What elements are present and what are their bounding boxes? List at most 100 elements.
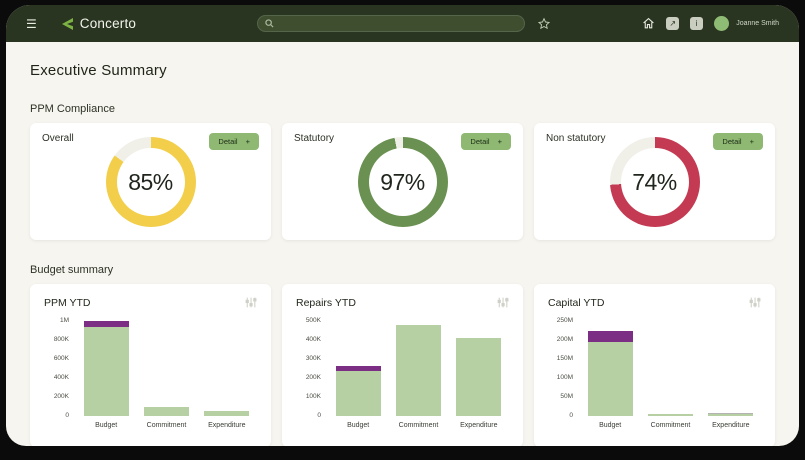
hamburger-menu-icon[interactable]: ☰ (26, 16, 37, 31)
y-axis-tick: 200K (305, 374, 321, 381)
filter-sliders-icon[interactable] (748, 296, 761, 309)
bar-budget (335, 365, 381, 416)
bar-segment-green (204, 410, 250, 416)
bar-column (197, 321, 257, 416)
card-title-overall: Overall (42, 133, 74, 144)
x-axis-label: Expenditure (712, 422, 750, 429)
detail-button-overall[interactable]: Detail + (209, 133, 259, 150)
bar-segment-green (335, 371, 381, 416)
donut-value-non-statutory: 74% (632, 168, 677, 195)
bar-expenditure (708, 413, 754, 416)
bar-segment-grey (708, 413, 754, 415)
y-axis-tick: 100M (556, 374, 573, 381)
card-repairs-ytd: Repairs YTD 0 100K 200K 300K 400K 500K Budget… (282, 284, 523, 446)
donut-hole: 97% (368, 148, 437, 216)
info-badge-icon[interactable]: i (690, 17, 704, 30)
bar-column (701, 321, 761, 416)
plus-icon: + (749, 137, 754, 146)
bar-commitment (143, 407, 189, 416)
bar-column (76, 321, 136, 416)
detail-button-statutory[interactable]: Detail + (461, 133, 511, 150)
donut-hole: 85% (116, 148, 185, 216)
y-axis-tick: 1M (59, 317, 69, 324)
bar-commitment (395, 324, 441, 416)
bar-commitment (647, 414, 693, 416)
y-axis: 0 200K 400K 600K 800K 1M (44, 317, 76, 419)
card-statutory: Statutory Detail + 97% (282, 123, 523, 240)
donut-chart-statutory: 97% (357, 137, 448, 227)
user-name: Joanne Smith (736, 20, 779, 27)
y-axis-tick: 300K (305, 355, 321, 362)
detail-button-label: Detail (470, 137, 490, 146)
y-axis-tick: 400K (53, 374, 69, 381)
bar-chart-repairs-ytd: 0 100K 200K 300K 400K 500K Budget Commitment Ex… (296, 317, 509, 429)
bar-segment-green (456, 338, 502, 416)
x-axis-label: Budget (347, 422, 370, 429)
search-bar[interactable] (257, 15, 526, 32)
page-title: Executive Summary (30, 62, 167, 79)
y-axis-tick: 200K (53, 393, 69, 400)
detail-button-non-statutory[interactable]: Detail + (713, 133, 763, 150)
x-axis-label: Commitment (650, 422, 691, 429)
bar-column (449, 321, 509, 416)
bar-column (640, 321, 700, 416)
bar-segment-purple (83, 321, 129, 327)
x-axis-label: Budget (95, 422, 118, 429)
y-axis-tick: 0 (65, 412, 69, 419)
bar-segment-purple (335, 365, 381, 372)
card-title-non-statutory: Non statutory (546, 133, 606, 144)
detail-button-label: Detail (218, 137, 238, 146)
donut-chart-non-statutory: 74% (609, 137, 700, 227)
bar-segment-green (708, 414, 754, 416)
trend-badge-icon[interactable]: ↗ (666, 17, 680, 30)
y-axis-tick: 150M (556, 355, 573, 362)
y-axis-tick: 500K (305, 317, 321, 324)
search-input[interactable] (279, 18, 518, 29)
bar-segment-green (647, 414, 693, 416)
concerto-logo-icon (61, 17, 73, 30)
bar-chart-capital-ytd: 0 50M 100M 150M 200M 250M Budget Commitment Exp… (548, 317, 761, 429)
plot-area (328, 321, 509, 416)
bar-budget (587, 330, 633, 416)
x-axis-label: Budget (599, 422, 622, 429)
bar-column (388, 321, 448, 416)
search-icon (265, 19, 274, 28)
plot-area (76, 321, 257, 416)
donut-value-overall: 85% (128, 168, 173, 195)
x-axis-label: Expenditure (208, 422, 246, 429)
bar-column (136, 321, 196, 416)
y-axis-tick: 200M (556, 336, 573, 343)
filter-sliders-icon[interactable] (496, 296, 509, 309)
bar-segment-purple (587, 330, 633, 342)
bar-expenditure (456, 338, 502, 416)
bar-segment-green (143, 407, 189, 416)
plus-icon: + (497, 137, 502, 146)
y-axis-tick: 100K (305, 393, 321, 400)
y-axis-tick: 400K (305, 336, 321, 343)
y-axis: 0 50M 100M 150M 200M 250M (548, 317, 580, 419)
home-icon[interactable] (642, 17, 655, 30)
plus-icon: + (245, 137, 250, 146)
x-axis: Budget Commitment Expenditure (580, 422, 761, 429)
section-label-budget-summary: Budget summary (30, 264, 114, 276)
bar-chart-ppm-ytd: 0 200K 400K 600K 800K 1M Budget Commitment Expe… (44, 317, 257, 429)
bar-budget (83, 321, 129, 416)
plot-area (580, 321, 761, 416)
bar-segment-green (587, 341, 633, 416)
x-axis-label: Commitment (398, 422, 439, 429)
brand-name: Concerto (79, 16, 137, 31)
ppm-compliance-row: Overall Detail + 85% Statutory Detail (30, 123, 775, 240)
bar-expenditure (204, 410, 250, 416)
user-avatar[interactable] (714, 16, 730, 31)
y-axis-tick: 0 (317, 412, 321, 419)
y-axis-tick: 600K (53, 355, 69, 362)
filter-sliders-icon[interactable] (244, 296, 257, 309)
y-axis-tick: 50M (560, 393, 573, 400)
top-navbar: ☰ Concerto ↗ i (6, 5, 799, 42)
card-title-statutory: Statutory (294, 133, 335, 144)
card-capital-ytd: Capital YTD 0 50M 100M 150M 200M 250M Budget C… (534, 284, 775, 446)
brand[interactable]: Concerto (59, 16, 136, 32)
star-icon[interactable] (537, 17, 551, 31)
detail-button-label: Detail (722, 137, 742, 146)
chart-title-ppm-ytd: PPM YTD (44, 296, 91, 309)
